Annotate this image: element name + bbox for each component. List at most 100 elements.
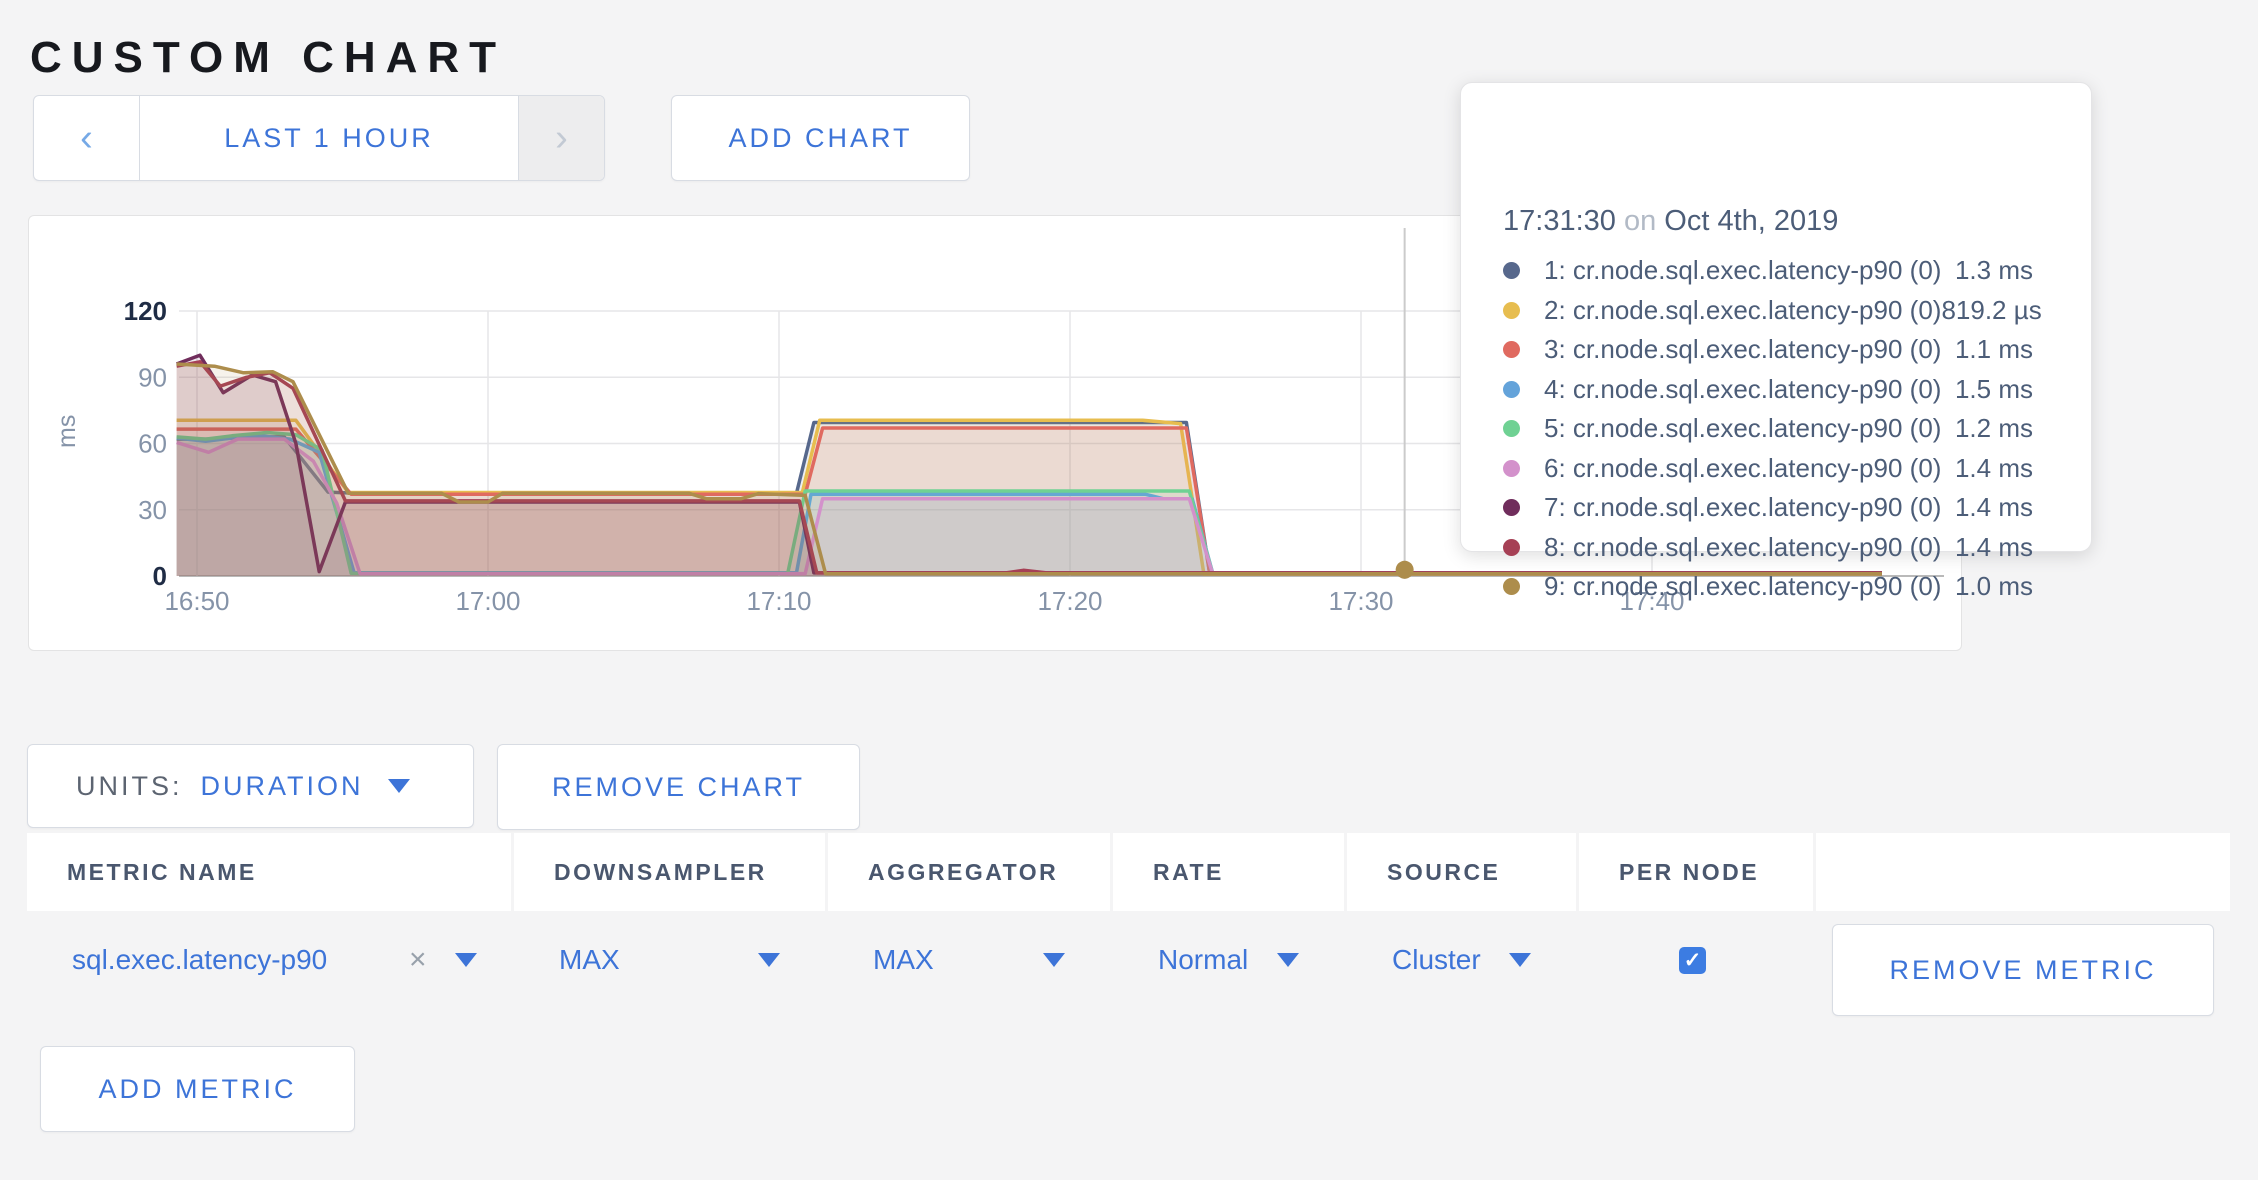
chart-hover-tooltip: 17:31:30 on Oct 4th, 2019 1: cr.node.sql… bbox=[1460, 82, 2092, 601]
remove-chart-button[interactable]: REMOVE CHART bbox=[497, 744, 860, 830]
series-area bbox=[176, 439, 1882, 576]
y-tick-label: 120 bbox=[124, 296, 167, 326]
rate-select[interactable]: Normal bbox=[1113, 911, 1344, 1009]
tooltip-series-label: 9: cr.node.sql.exec.latency-p90 (0) bbox=[1544, 571, 1942, 602]
per-node-checkbox[interactable]: ✓ bbox=[1679, 946, 1706, 974]
x-tick-label: 17:30 bbox=[1328, 586, 1393, 616]
chevron-right-icon: › bbox=[555, 116, 568, 159]
series-area bbox=[176, 361, 1882, 576]
per-node-cell: ✓ bbox=[1579, 911, 1813, 1009]
tooltip-series-row: 1: cr.node.sql.exec.latency-p90 (0) 1.3 m… bbox=[1503, 251, 2033, 291]
x-tick-label: 17:10 bbox=[746, 586, 811, 616]
page-title: CUSTOM CHART bbox=[30, 33, 507, 83]
source-value: Cluster bbox=[1392, 944, 1481, 975]
y-tick-label: 90 bbox=[138, 362, 167, 392]
tooltip-timestamp: 17:31:30 on Oct 4th, 2019 bbox=[1503, 205, 1838, 238]
y-tick-label: 0 bbox=[153, 561, 167, 591]
series-color-dot bbox=[1503, 499, 1520, 517]
tooltip-series-label: 3: cr.node.sql.exec.latency-p90 (0) bbox=[1544, 334, 1942, 365]
series-color-dot bbox=[1503, 420, 1520, 438]
series-color-dot bbox=[1503, 578, 1520, 596]
caret-down-icon[interactable] bbox=[455, 953, 477, 967]
latency-chart: 0 30 60 90 120 ms 16:50 17:00 17:10 17:20 17:30 17:… bbox=[53, 228, 1944, 616]
tooltip-series-label: 6: cr.node.sql.exec.latency-p90 (0) bbox=[1544, 452, 1942, 483]
series-color-dot bbox=[1503, 538, 1520, 556]
aggregator-value: MAX bbox=[873, 944, 934, 975]
time-range-prev-button[interactable]: ‹ bbox=[34, 96, 140, 180]
tooltip-series-value: 1.3 ms bbox=[1954, 255, 2033, 286]
series-color-dot bbox=[1503, 301, 1520, 319]
series-color-dot bbox=[1503, 262, 1520, 280]
caret-down-icon bbox=[1277, 953, 1299, 967]
series-line bbox=[176, 362, 1882, 576]
header-aggregator: AGGREGATOR bbox=[828, 833, 1110, 911]
metric-name-value: sql.exec.latency-p90 bbox=[72, 944, 328, 975]
tooltip-series-row: 9: cr.node.sql.exec.latency-p90 (0) 1.0 m… bbox=[1503, 567, 2033, 607]
series-color-dot bbox=[1503, 341, 1520, 359]
time-range-next-button[interactable]: › bbox=[518, 96, 604, 180]
header-rate: RATE bbox=[1113, 833, 1344, 911]
tooltip-series-row: 3: cr.node.sql.exec.latency-p90 (0) 1.1 m… bbox=[1503, 330, 2033, 370]
tooltip-series-value: 1.5 ms bbox=[1954, 373, 2033, 404]
tooltip-series-row: 5: cr.node.sql.exec.latency-p90 (0) 1.2 m… bbox=[1503, 409, 2033, 449]
units-dropdown[interactable]: UNITS: DURATION bbox=[27, 744, 474, 828]
tooltip-series-label: 7: cr.node.sql.exec.latency-p90 (0) bbox=[1544, 492, 1942, 523]
highlighted-point bbox=[1395, 560, 1414, 579]
series-area bbox=[176, 355, 1882, 576]
clear-metric-icon[interactable]: × bbox=[409, 943, 427, 976]
tooltip-series-label: 8: cr.node.sql.exec.latency-p90 (0) bbox=[1544, 531, 1942, 562]
tooltip-series-value: 1.4 ms bbox=[1954, 531, 2033, 562]
caret-down-icon bbox=[758, 953, 780, 967]
aggregator-select[interactable]: MAX bbox=[828, 911, 1110, 1009]
header-downsampler: DOWNSAMPLER bbox=[514, 833, 825, 911]
add-metric-button[interactable]: ADD METRIC bbox=[40, 1046, 355, 1132]
tooltip-series-label: 4: cr.node.sql.exec.latency-p90 (0) bbox=[1544, 373, 1942, 404]
x-tick-label: 17:00 bbox=[455, 586, 520, 616]
tooltip-series-value: 1.0 ms bbox=[1954, 571, 2033, 602]
add-chart-button[interactable]: ADD CHART bbox=[671, 95, 970, 181]
series-color-dot bbox=[1503, 459, 1520, 477]
header-actions bbox=[1816, 833, 2230, 911]
y-tick-label: 30 bbox=[138, 495, 167, 525]
tooltip-series-row: 6: cr.node.sql.exec.latency-p90 (0) 1.4 m… bbox=[1503, 449, 2033, 489]
metric-row: sql.exec.latency-p90 × MAX MAX Normal Cl… bbox=[27, 911, 2230, 1009]
tooltip-series-row: 4: cr.node.sql.exec.latency-p90 (0) 1.5 m… bbox=[1503, 370, 2033, 410]
units-value: DURATION bbox=[200, 770, 364, 801]
metrics-table-header: METRIC NAME DOWNSAMPLER AGGREGATOR RATE … bbox=[27, 833, 2230, 911]
source-select[interactable]: Cluster bbox=[1347, 911, 1576, 1009]
tooltip-series-row: 7: cr.node.sql.exec.latency-p90 (0) 1.4 m… bbox=[1503, 488, 2033, 528]
rate-value: Normal bbox=[1158, 944, 1249, 975]
series-area bbox=[176, 428, 1882, 576]
x-tick-label: 17:20 bbox=[1037, 586, 1102, 616]
x-tick-label: 16:50 bbox=[164, 586, 229, 616]
tooltip-series-label: 1: cr.node.sql.exec.latency-p90 (0) bbox=[1544, 255, 1942, 286]
series-area bbox=[176, 432, 1882, 576]
y-tick-label: 60 bbox=[138, 429, 167, 459]
remove-metric-button[interactable]: REMOVE METRIC bbox=[1832, 924, 2214, 1016]
units-label: UNITS: bbox=[76, 770, 183, 801]
tooltip-series-value: 1.1 ms bbox=[1954, 334, 2033, 365]
x-tick-label: 17:40 bbox=[1619, 586, 1684, 616]
downsampler-select[interactable]: MAX bbox=[514, 911, 825, 1009]
metric-name-select[interactable]: sql.exec.latency-p90 × bbox=[27, 911, 511, 1009]
tooltip-series-row: 2: cr.node.sql.exec.latency-p90 (0) 819.2… bbox=[1503, 291, 2042, 331]
series-line bbox=[176, 430, 1882, 576]
downsampler-value: MAX bbox=[559, 944, 620, 975]
header-metric-name: METRIC NAME bbox=[27, 833, 511, 911]
tooltip-series-label: 2: cr.node.sql.exec.latency-p90 (0) bbox=[1544, 294, 1942, 325]
series-line bbox=[176, 437, 1882, 576]
series-area bbox=[176, 435, 1882, 576]
series-area bbox=[176, 364, 1882, 576]
tooltip-time: 17:31:30 bbox=[1503, 205, 1616, 237]
series-color-dot bbox=[1503, 380, 1520, 398]
tooltip-series-list: 1: cr.node.sql.exec.latency-p90 (0) 1.3 m… bbox=[1503, 251, 2042, 607]
tooltip-series-value: 819.2 µs bbox=[1941, 294, 2042, 325]
caret-down-icon bbox=[1043, 953, 1065, 967]
time-range-dropdown[interactable]: LAST 1 HOUR bbox=[224, 122, 434, 153]
caret-down-icon bbox=[1509, 953, 1531, 967]
tooltip-series-value: 1.4 ms bbox=[1954, 452, 2033, 483]
checkmark-icon: ✓ bbox=[1683, 948, 1702, 972]
tooltip-series-row: 8: cr.node.sql.exec.latency-p90 (0) 1.4 m… bbox=[1503, 528, 2033, 568]
header-source: SOURCE bbox=[1347, 833, 1576, 911]
time-range-selector[interactable]: ‹ LAST 1 HOUR › bbox=[33, 95, 605, 181]
